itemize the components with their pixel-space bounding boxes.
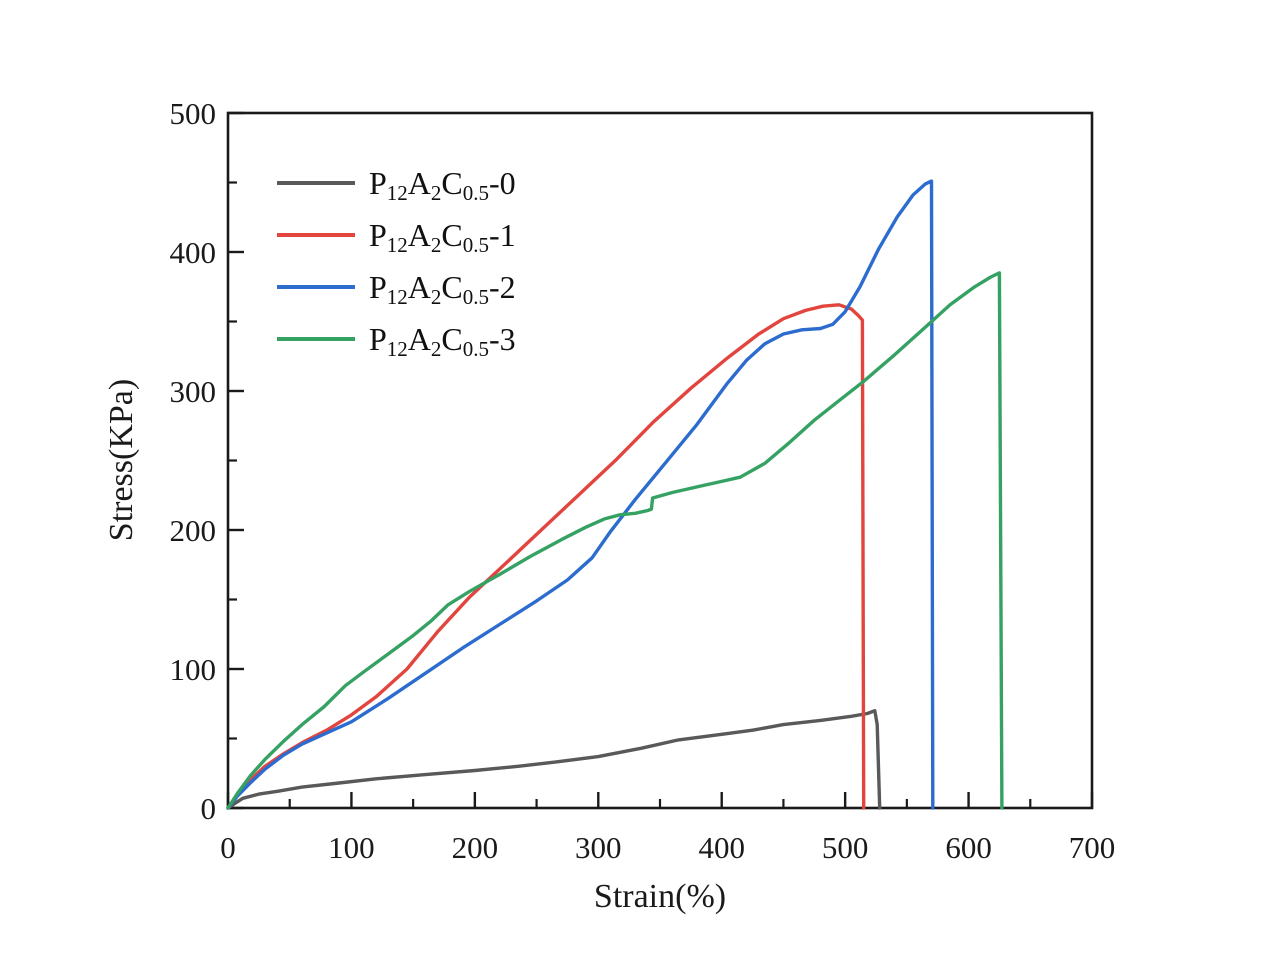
x-tick-label: 700	[1069, 830, 1116, 865]
x-tick-label: 300	[575, 830, 622, 865]
x-axis-title: Strain(%)	[593, 878, 727, 915]
legend-row-P12A2C0.5-1: P12A2C0.5-1	[277, 209, 516, 261]
legend-label: P12A2C0.5-2	[369, 269, 516, 309]
legend-line-swatch	[277, 181, 355, 185]
y-tick-label: 400	[170, 235, 217, 270]
series-line-P12A2C0.5-2	[226, 179, 935, 810]
y-axis-title: Stress(KPa)	[103, 378, 140, 542]
legend-label: P12A2C0.5-3	[369, 321, 516, 361]
series-line-P12A2C0.5-0	[226, 709, 882, 810]
series-line-P12A2C0.5-1	[226, 303, 866, 810]
legend-line-swatch	[277, 285, 355, 289]
y-tick-label: 0	[201, 791, 217, 826]
x-tick-label: 600	[945, 830, 992, 865]
legend: P12A2C0.5-0 P12A2C0.5-1 P12A2C0.5-2 P12A2C0…	[277, 157, 516, 365]
y-tick-label: 300	[170, 374, 217, 409]
y-tick-label: 100	[170, 652, 217, 687]
x-tick-label: 500	[822, 830, 869, 865]
y-tick-label: 200	[170, 513, 217, 548]
y-tick-label: 500	[170, 96, 217, 131]
legend-label: P12A2C0.5-1	[369, 217, 516, 257]
x-tick-label: 100	[328, 830, 375, 865]
x-tick-label: 400	[698, 830, 745, 865]
legend-row-P12A2C0.5-2: P12A2C0.5-2	[277, 261, 516, 313]
x-tick-label: 200	[452, 830, 499, 865]
legend-line-swatch	[277, 233, 355, 237]
legend-label: P12A2C0.5-0	[369, 165, 516, 205]
legend-row-P12A2C0.5-0: P12A2C0.5-0	[277, 157, 516, 209]
legend-line-swatch	[277, 337, 355, 341]
x-tick-label: 0	[220, 830, 236, 865]
legend-row-P12A2C0.5-3: P12A2C0.5-3	[277, 313, 516, 365]
series-line-P12A2C0.5-3	[226, 271, 1004, 810]
